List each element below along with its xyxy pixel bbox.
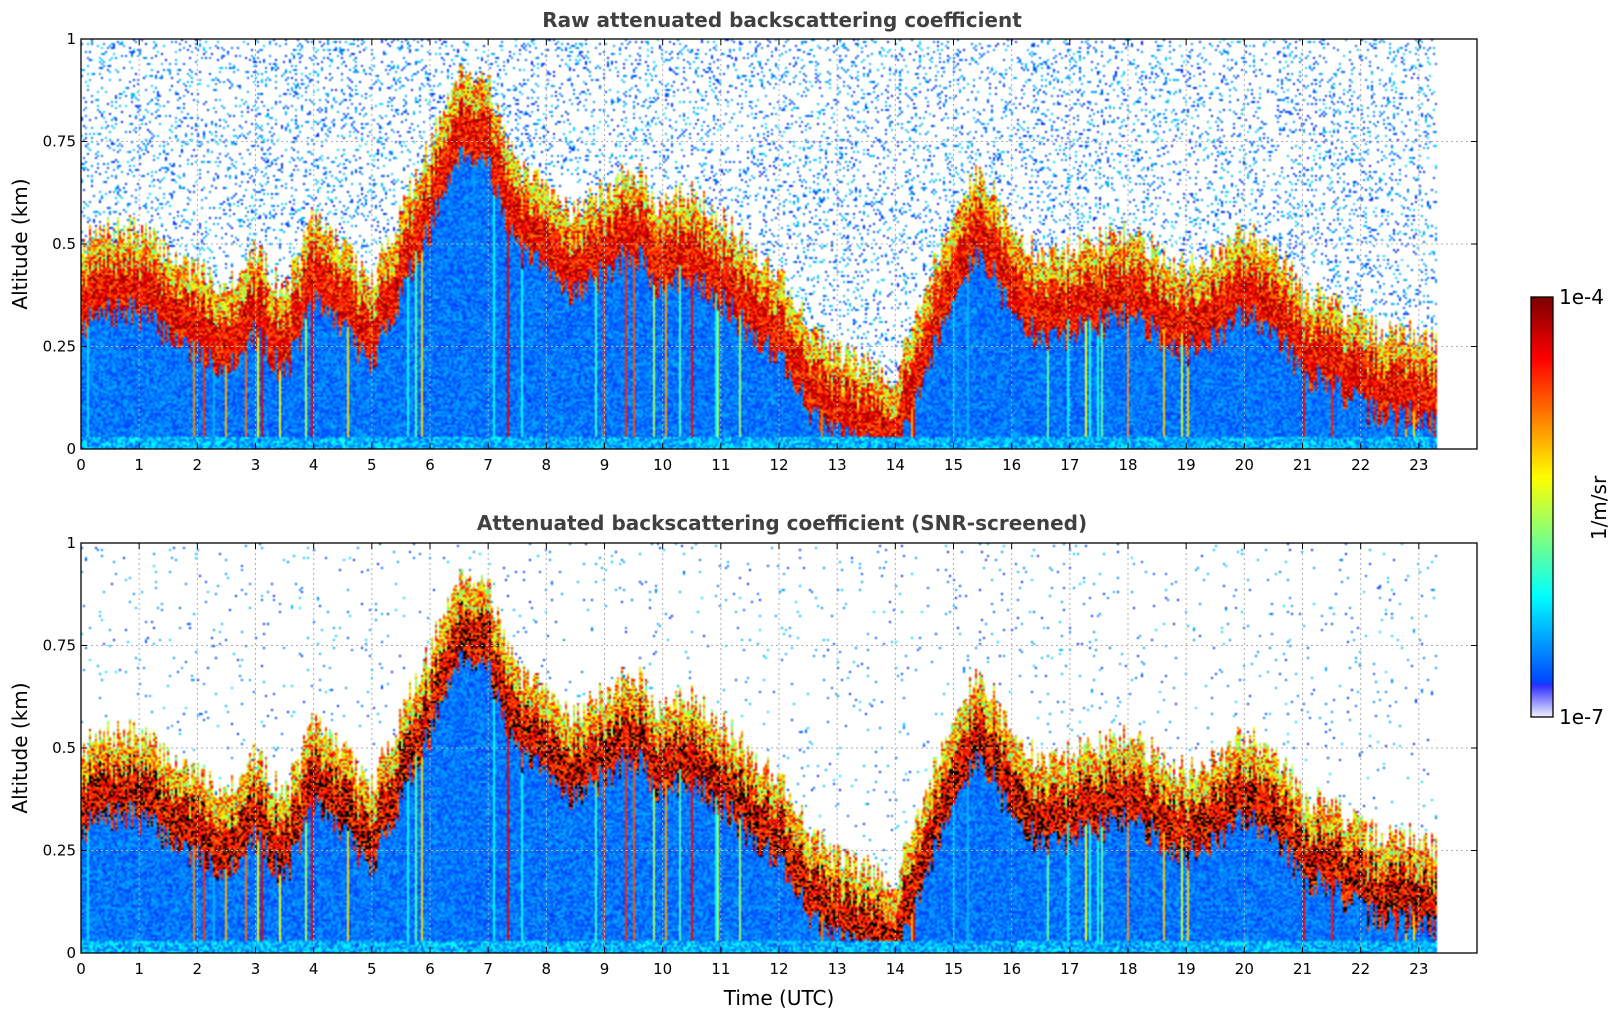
x-tick-label: 19 bbox=[1177, 456, 1196, 474]
x-tick-label: 11 bbox=[711, 960, 730, 978]
x-tick-label: 5 bbox=[367, 456, 377, 474]
y-tick-label: 1 bbox=[66, 30, 76, 48]
x-tick-label: 17 bbox=[1060, 960, 1079, 978]
x-tick-label: 22 bbox=[1351, 960, 1370, 978]
x-tick-label: 17 bbox=[1060, 456, 1079, 474]
screened-grid bbox=[81, 543, 1477, 953]
x-tick-label: 13 bbox=[828, 456, 847, 474]
x-tick-label: 22 bbox=[1351, 456, 1370, 474]
x-tick-label: 21 bbox=[1293, 456, 1312, 474]
y-tick-label: 1 bbox=[66, 534, 76, 552]
x-tick-label: 18 bbox=[1118, 456, 1137, 474]
x-tick-label: 14 bbox=[886, 456, 905, 474]
colorbar: 1e-4 1e-7 1/m/sr bbox=[1530, 285, 1611, 729]
y-tick-label: 0 bbox=[66, 440, 76, 458]
x-tick-label: 1 bbox=[134, 960, 144, 978]
x-tick-label: 10 bbox=[653, 456, 672, 474]
panel-screened: Attenuated backscattering coefficient (S… bbox=[8, 511, 1478, 1010]
x-tick-label: 3 bbox=[251, 960, 261, 978]
x-tick-label: 11 bbox=[711, 456, 730, 474]
x-tick-label: 23 bbox=[1409, 456, 1428, 474]
x-tick-label: 16 bbox=[1002, 456, 1021, 474]
y-tick-label: 0 bbox=[66, 944, 76, 962]
y-tick-label: 0.5 bbox=[52, 235, 76, 253]
x-axis-label: Time (UTC) bbox=[723, 986, 835, 1010]
screened-y-axis-label: Altitude (km) bbox=[8, 682, 32, 813]
x-tick-label: 20 bbox=[1235, 456, 1254, 474]
x-tick-label: 6 bbox=[425, 960, 435, 978]
x-tick-label: 14 bbox=[886, 960, 905, 978]
x-tick-label: 1 bbox=[134, 456, 144, 474]
x-tick-label: 21 bbox=[1293, 960, 1312, 978]
x-tick-label: 23 bbox=[1409, 960, 1428, 978]
x-tick-label: 13 bbox=[828, 960, 847, 978]
y-tick-label: 0.75 bbox=[43, 133, 76, 151]
x-tick-label: 15 bbox=[944, 456, 963, 474]
x-tick-label: 12 bbox=[769, 456, 788, 474]
x-tick-label: 9 bbox=[600, 960, 610, 978]
x-tick-label: 4 bbox=[309, 960, 319, 978]
colorbar-frame bbox=[1530, 296, 1554, 718]
x-tick-label: 18 bbox=[1118, 960, 1137, 978]
x-tick-label: 12 bbox=[769, 960, 788, 978]
x-tick-label: 7 bbox=[483, 960, 493, 978]
x-tick-label: 16 bbox=[1002, 960, 1021, 978]
y-tick-label: 0.25 bbox=[43, 338, 76, 356]
colorbar-unit-label: 1/m/sr bbox=[1587, 475, 1611, 540]
x-tick-label: 5 bbox=[367, 960, 377, 978]
x-tick-label: 0 bbox=[76, 960, 86, 978]
colorbar-min-label: 1e-7 bbox=[1559, 705, 1604, 729]
panel-raw-title: Raw attenuated backscattering coefficien… bbox=[542, 8, 1022, 32]
colorbar-gradient bbox=[1531, 297, 1553, 717]
x-tick-label: 4 bbox=[309, 456, 319, 474]
colorbar-max-label: 1e-4 bbox=[1559, 285, 1604, 309]
screened-y-ticks: 0 0.25 0.5 0.75 1 bbox=[43, 534, 1477, 962]
x-tick-label: 6 bbox=[425, 456, 435, 474]
y-tick-label: 0.75 bbox=[43, 637, 76, 655]
x-tick-label: 8 bbox=[542, 960, 552, 978]
raw-y-axis-label: Altitude (km) bbox=[8, 178, 32, 309]
x-tick-label: 9 bbox=[600, 456, 610, 474]
x-tick-label: 15 bbox=[944, 960, 963, 978]
raw-y-ticks: 0 0.25 0.5 0.75 1 bbox=[43, 30, 1477, 458]
x-tick-label: 2 bbox=[193, 456, 203, 474]
x-tick-label: 19 bbox=[1177, 960, 1196, 978]
x-tick-label: 2 bbox=[193, 960, 203, 978]
panel-raw: Raw attenuated backscattering coefficien… bbox=[8, 8, 1478, 474]
x-tick-label: 0 bbox=[76, 456, 86, 474]
raw-grid bbox=[81, 39, 1477, 449]
x-tick-label: 8 bbox=[542, 456, 552, 474]
x-tick-label: 7 bbox=[483, 456, 493, 474]
raw-x-ticks: 0 1 2 3 4 5 6 7 8 9 10 11 12 13 14 15 16 17 18 19 20 21 22 23 bbox=[76, 39, 1428, 474]
x-tick-label: 20 bbox=[1235, 960, 1254, 978]
x-tick-label: 3 bbox=[251, 456, 261, 474]
x-tick-label: 10 bbox=[653, 960, 672, 978]
y-tick-label: 0.5 bbox=[52, 739, 76, 757]
y-tick-label: 0.25 bbox=[43, 842, 76, 860]
panel-screened-title: Attenuated backscattering coefficient (S… bbox=[477, 511, 1087, 535]
screened-x-ticks: 0 1 2 3 4 5 6 7 8 9 10 11 12 13 14 15 16 17 18 19 20 21 22 23 bbox=[76, 543, 1428, 978]
